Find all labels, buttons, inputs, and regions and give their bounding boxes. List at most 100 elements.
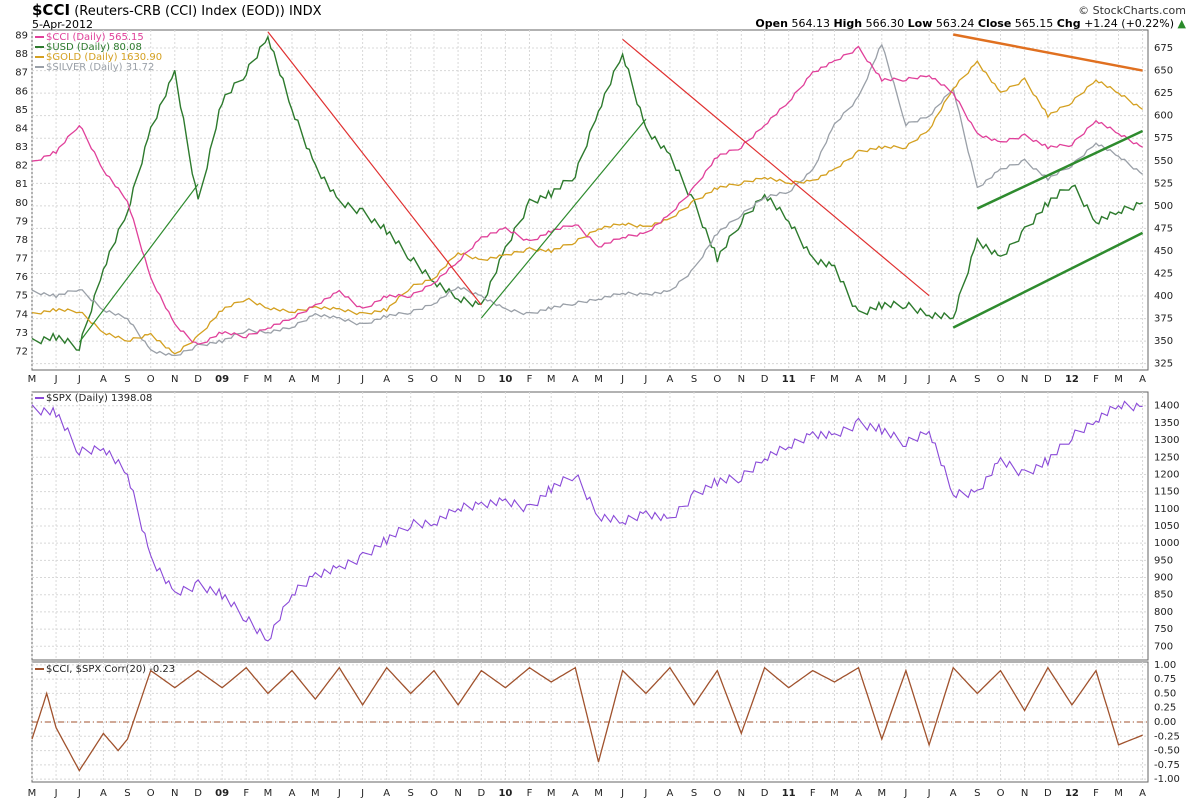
up-arrow-icon: ▲	[1177, 17, 1186, 30]
legend-entry: $SPX (Daily) 1398.08	[46, 393, 152, 404]
right-y-tick-label: 1400	[1154, 401, 1179, 412]
x-tick-label: A	[100, 788, 107, 799]
x-tick-label: 11	[782, 374, 796, 385]
x-tick-label: F	[1093, 788, 1099, 799]
left-y-tick-label: 73	[15, 328, 28, 339]
x-tick-label: J	[77, 788, 81, 799]
right-y-tick-label: 850	[1154, 590, 1173, 601]
x-tick-label: D	[1044, 374, 1052, 385]
x-tick-label: A	[572, 788, 579, 799]
x-tick-label: S	[408, 788, 414, 799]
x-tick-label: M	[1114, 374, 1123, 385]
x-tick-label: A	[289, 374, 296, 385]
x-tick-label: A	[950, 788, 957, 799]
x-tick-label: M	[547, 788, 556, 799]
x-tick-label: O	[147, 374, 155, 385]
x-tick-label: D	[194, 374, 202, 385]
x-tick-label: J	[360, 788, 364, 799]
left-y-tick-label: 76	[15, 272, 28, 283]
x-tick-label: J	[337, 374, 341, 385]
right-y-tick-label: 1250	[1154, 452, 1179, 463]
x-tick-label: N	[738, 374, 745, 385]
trendline	[267, 31, 482, 306]
x-tick-label: M	[1114, 788, 1123, 799]
left-y-tick-label: 74	[15, 309, 28, 320]
x-tick-label: A	[855, 788, 862, 799]
x-tick-label: A	[667, 788, 674, 799]
x-tick-label: M	[311, 788, 320, 799]
x-tick-label: J	[643, 788, 647, 799]
series-line-spx	[31, 400, 1143, 642]
x-tick-label: J	[620, 788, 624, 799]
low-label: Low	[907, 17, 933, 30]
x-tick-label: D	[761, 788, 769, 799]
quote-summary: Open 564.13 High 566.30 Low 563.24 Close…	[755, 17, 1186, 30]
series-line-silver	[31, 43, 1143, 357]
x-tick-label: O	[997, 374, 1005, 385]
x-tick-label: J	[643, 374, 647, 385]
x-tick-label: F	[810, 788, 816, 799]
x-tick-label: S	[691, 788, 697, 799]
x-tick-label: M	[830, 788, 839, 799]
x-tick-label: M	[830, 374, 839, 385]
legend-entry: $GOLD (Daily) 1630.90	[46, 52, 162, 63]
right-y-tick-label: -1.00	[1154, 774, 1180, 785]
x-tick-label: F	[243, 374, 249, 385]
left-y-tick-label: 89	[15, 31, 28, 42]
x-tick-label: J	[903, 788, 907, 799]
right-y-tick-label: 425	[1154, 269, 1173, 280]
trendline	[952, 231, 1144, 329]
right-y-tick-label: 0.50	[1154, 688, 1176, 699]
low-value: 563.24	[935, 17, 975, 30]
x-tick-label: D	[761, 374, 769, 385]
x-tick-label: A	[1139, 788, 1146, 799]
x-tick-label: S	[974, 374, 980, 385]
left-y-tick-label: 72	[15, 346, 28, 357]
series-line-ccispxcorr20	[31, 666, 1143, 772]
trendline	[480, 118, 647, 319]
right-y-tick-label: 475	[1154, 223, 1173, 234]
x-tick-label: J	[903, 374, 907, 385]
trendline	[78, 183, 199, 343]
x-tick-label: M	[28, 788, 37, 799]
exchange: INDX	[289, 4, 322, 19]
trendline	[622, 38, 930, 297]
x-tick-label: M	[264, 374, 273, 385]
left-y-tick-label: 78	[15, 235, 28, 246]
symbol-description: (Reuters-CRB (CCI) Index (EOD))	[74, 4, 285, 19]
x-tick-label: S	[124, 374, 130, 385]
x-tick-label: D	[194, 788, 202, 799]
x-tick-label: J	[620, 374, 624, 385]
right-y-tick-label: 1300	[1154, 435, 1179, 446]
x-tick-label: A	[100, 374, 107, 385]
right-y-tick-label: 1000	[1154, 538, 1179, 549]
right-y-tick-label: 0.75	[1154, 674, 1176, 685]
x-tick-label: A	[289, 788, 296, 799]
right-y-tick-label: 0.00	[1154, 717, 1176, 728]
left-y-tick-label: 88	[15, 49, 28, 60]
x-tick-label: 09	[215, 374, 229, 385]
right-y-tick-label: 675	[1154, 43, 1173, 54]
left-y-tick-label: 83	[15, 142, 28, 153]
x-tick-label: N	[1021, 788, 1028, 799]
legend-entry: $USD (Daily) 80.08	[46, 42, 142, 53]
x-tick-label: J	[54, 788, 58, 799]
right-y-tick-label: 1150	[1154, 487, 1179, 498]
x-tick-label: 11	[782, 788, 796, 799]
x-tick-label: O	[147, 788, 155, 799]
right-y-tick-label: 325	[1154, 359, 1173, 370]
left-y-tick-label: 85	[15, 105, 28, 116]
right-y-tick-label: 575	[1154, 133, 1173, 144]
x-tick-label: A	[950, 374, 957, 385]
x-tick-label: N	[171, 374, 178, 385]
x-tick-label: M	[28, 374, 37, 385]
x-tick-label: M	[877, 374, 886, 385]
left-y-tick-label: 81	[15, 179, 28, 190]
right-y-tick-label: 400	[1154, 291, 1173, 302]
left-y-tick-label: 87	[15, 68, 28, 79]
right-y-tick-label: 0.25	[1154, 703, 1176, 714]
x-tick-label: O	[997, 788, 1005, 799]
chart-title: $CCI (Reuters-CRB (CCI) Index (EOD)) IND…	[32, 1, 322, 19]
x-tick-label: 12	[1065, 374, 1079, 385]
